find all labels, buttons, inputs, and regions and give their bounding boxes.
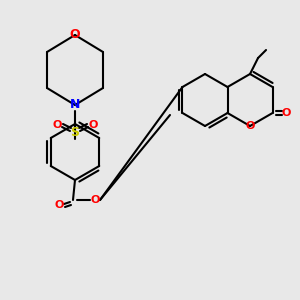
Text: O: O: [245, 121, 255, 131]
Text: O: O: [70, 28, 80, 41]
Text: O: O: [54, 200, 64, 210]
Text: N: N: [70, 98, 80, 112]
Text: S: S: [70, 127, 80, 140]
Text: O: O: [88, 120, 98, 130]
Text: O: O: [52, 120, 62, 130]
Text: O: O: [282, 108, 291, 118]
Text: O: O: [90, 195, 100, 205]
